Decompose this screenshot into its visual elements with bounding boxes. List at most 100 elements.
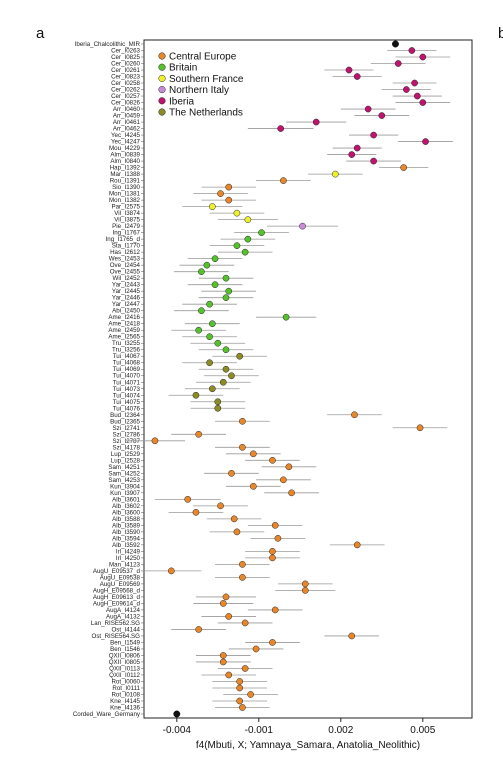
- y-tick-label: Cer_I0257: [111, 93, 140, 100]
- data-point: [184, 495, 192, 503]
- data-point: [269, 639, 276, 646]
- data-point: [208, 320, 216, 328]
- plot-frame: [143, 39, 473, 719]
- y-tick-label: Irl_I4249: [116, 548, 141, 555]
- x-tick-label: 0.005: [410, 725, 435, 736]
- data-point: [280, 177, 287, 184]
- y-tick-label: AugU_E09537_d: [93, 568, 141, 575]
- x-axis-label: f4(Mbuti, X; Yamnaya_Samara, Anatolia_Ne…: [196, 740, 420, 751]
- y-tick-label: QXII_I0113: [109, 665, 140, 672]
- data-point: [173, 710, 181, 718]
- y-tick-label: Alm_I0840: [110, 158, 140, 165]
- y-tick-label: QXII_I0806: [109, 652, 141, 659]
- y-tick-label: AugU_E09538: [100, 574, 141, 581]
- data-point: [192, 508, 200, 516]
- data-point: [392, 40, 399, 48]
- data-point: [239, 574, 246, 581]
- data-point: [214, 339, 222, 347]
- y-tick-label: Sio_I1390: [112, 184, 140, 191]
- data-point: [225, 287, 233, 295]
- plot-area: -0.004 -0.001 0.002 0.005 Iberia_Chalcolithi…: [73, 39, 473, 736]
- data-point: [230, 515, 238, 523]
- data-point: [299, 222, 306, 230]
- data-point: [236, 352, 244, 360]
- y-tick-label: Lup_I2528: [111, 457, 141, 464]
- y-tick-label: Tui_I4071: [113, 379, 141, 386]
- y-tick-label: Tui_I4073: [113, 386, 141, 393]
- y-tick-label: Mar_I1388: [110, 171, 140, 178]
- data-point: [192, 391, 200, 399]
- data-point: [403, 86, 410, 93]
- y-tick-label: Iberia_Chalcolithic_MIR: [75, 41, 141, 48]
- y-tick-label: Ost_I4144: [111, 626, 140, 633]
- data-point: [151, 437, 159, 445]
- data-point: [413, 92, 421, 100]
- data-point: [206, 300, 213, 308]
- y-tick-label: Tui_I4068: [113, 360, 141, 367]
- data-point: [351, 411, 358, 419]
- y-tick-label: Wil_I2452: [112, 275, 140, 282]
- data-point: [208, 203, 216, 210]
- y-tick-label: Vil_I3875: [114, 217, 140, 224]
- data-point: [277, 125, 285, 132]
- y-tick-label: Irl_I4250: [116, 555, 141, 562]
- next-panel-letter: b: [498, 25, 503, 42]
- data-point: [236, 697, 244, 705]
- y-tick-label: Lan_RISE562.SG: [91, 620, 140, 627]
- y-tick-label: AugA_I4124: [106, 607, 141, 614]
- data-point: [167, 567, 175, 575]
- y-tick-label: Cer_I0823: [111, 74, 140, 81]
- y-tick-label: Yec_I4247: [111, 139, 141, 146]
- y-tick-label: Kne_I4145: [110, 698, 140, 705]
- data-point: [244, 235, 252, 243]
- y-tick-label: Yar_I2447: [112, 301, 141, 308]
- y-tick-label: AugH_E09568_d: [93, 587, 141, 594]
- y-tick-label: Szi_I4178: [112, 444, 140, 451]
- y-tick-label: Ben_I1549: [110, 639, 140, 646]
- y-tick-label: Has_I2612: [110, 249, 140, 256]
- y-tick-label: Ost_RISE564.SG: [92, 633, 141, 640]
- data-point: [269, 548, 276, 555]
- y-tick-label: Tui_I4070: [113, 373, 141, 380]
- data-point: [211, 281, 219, 289]
- y-tick-label: Sta_I1770: [112, 243, 141, 250]
- data-point: [274, 535, 282, 542]
- y-tick-label: Ame_I2565: [108, 334, 140, 341]
- y-tick-label: Cer_I0825: [111, 54, 140, 61]
- data-point: [249, 482, 257, 490]
- y-tick-label: Mon_I1382: [109, 197, 141, 204]
- y-tick-label: Par_I2575: [111, 204, 140, 211]
- y-tick-label: QXII_I0805: [109, 659, 141, 666]
- y-tick-label: Arr_I0461: [113, 119, 141, 126]
- data-point: [214, 404, 222, 412]
- y-tick-label: Tui_I4074: [113, 392, 141, 399]
- y-tick-label: Ing_I1765_d: [106, 236, 141, 243]
- panel-letter: a: [36, 25, 45, 42]
- data-point: [370, 131, 377, 139]
- y-tick-label: Bud_I2365: [110, 418, 140, 425]
- legend-marker: [158, 86, 166, 94]
- data-point: [222, 593, 230, 601]
- data-point: [219, 600, 227, 607]
- data-point: [217, 190, 224, 197]
- data-point: [271, 522, 279, 529]
- y-tick-label: Rot_I0111: [112, 685, 140, 692]
- y-tick-label: Hap_I1392: [110, 165, 141, 172]
- data-point: [239, 561, 246, 568]
- y-tick-label: Bud_I2364: [110, 412, 140, 419]
- y-tick-label: Yec_I4245: [111, 132, 141, 139]
- data-point: [247, 691, 254, 698]
- data-point: [225, 671, 233, 679]
- y-tick-label: Ame_I2416: [108, 314, 140, 321]
- data-point: [419, 53, 427, 61]
- data-point: [222, 346, 230, 354]
- y-tick-label: Tui_I4069: [113, 366, 141, 373]
- legend-marker: [158, 97, 166, 105]
- data-point: [228, 372, 235, 380]
- y-tick-label: AugH_E09613_d: [93, 594, 141, 601]
- data-point: [408, 47, 416, 54]
- y-tick-label: Alb_I3589: [112, 522, 140, 529]
- data-point: [206, 359, 213, 367]
- data-point: [239, 704, 246, 711]
